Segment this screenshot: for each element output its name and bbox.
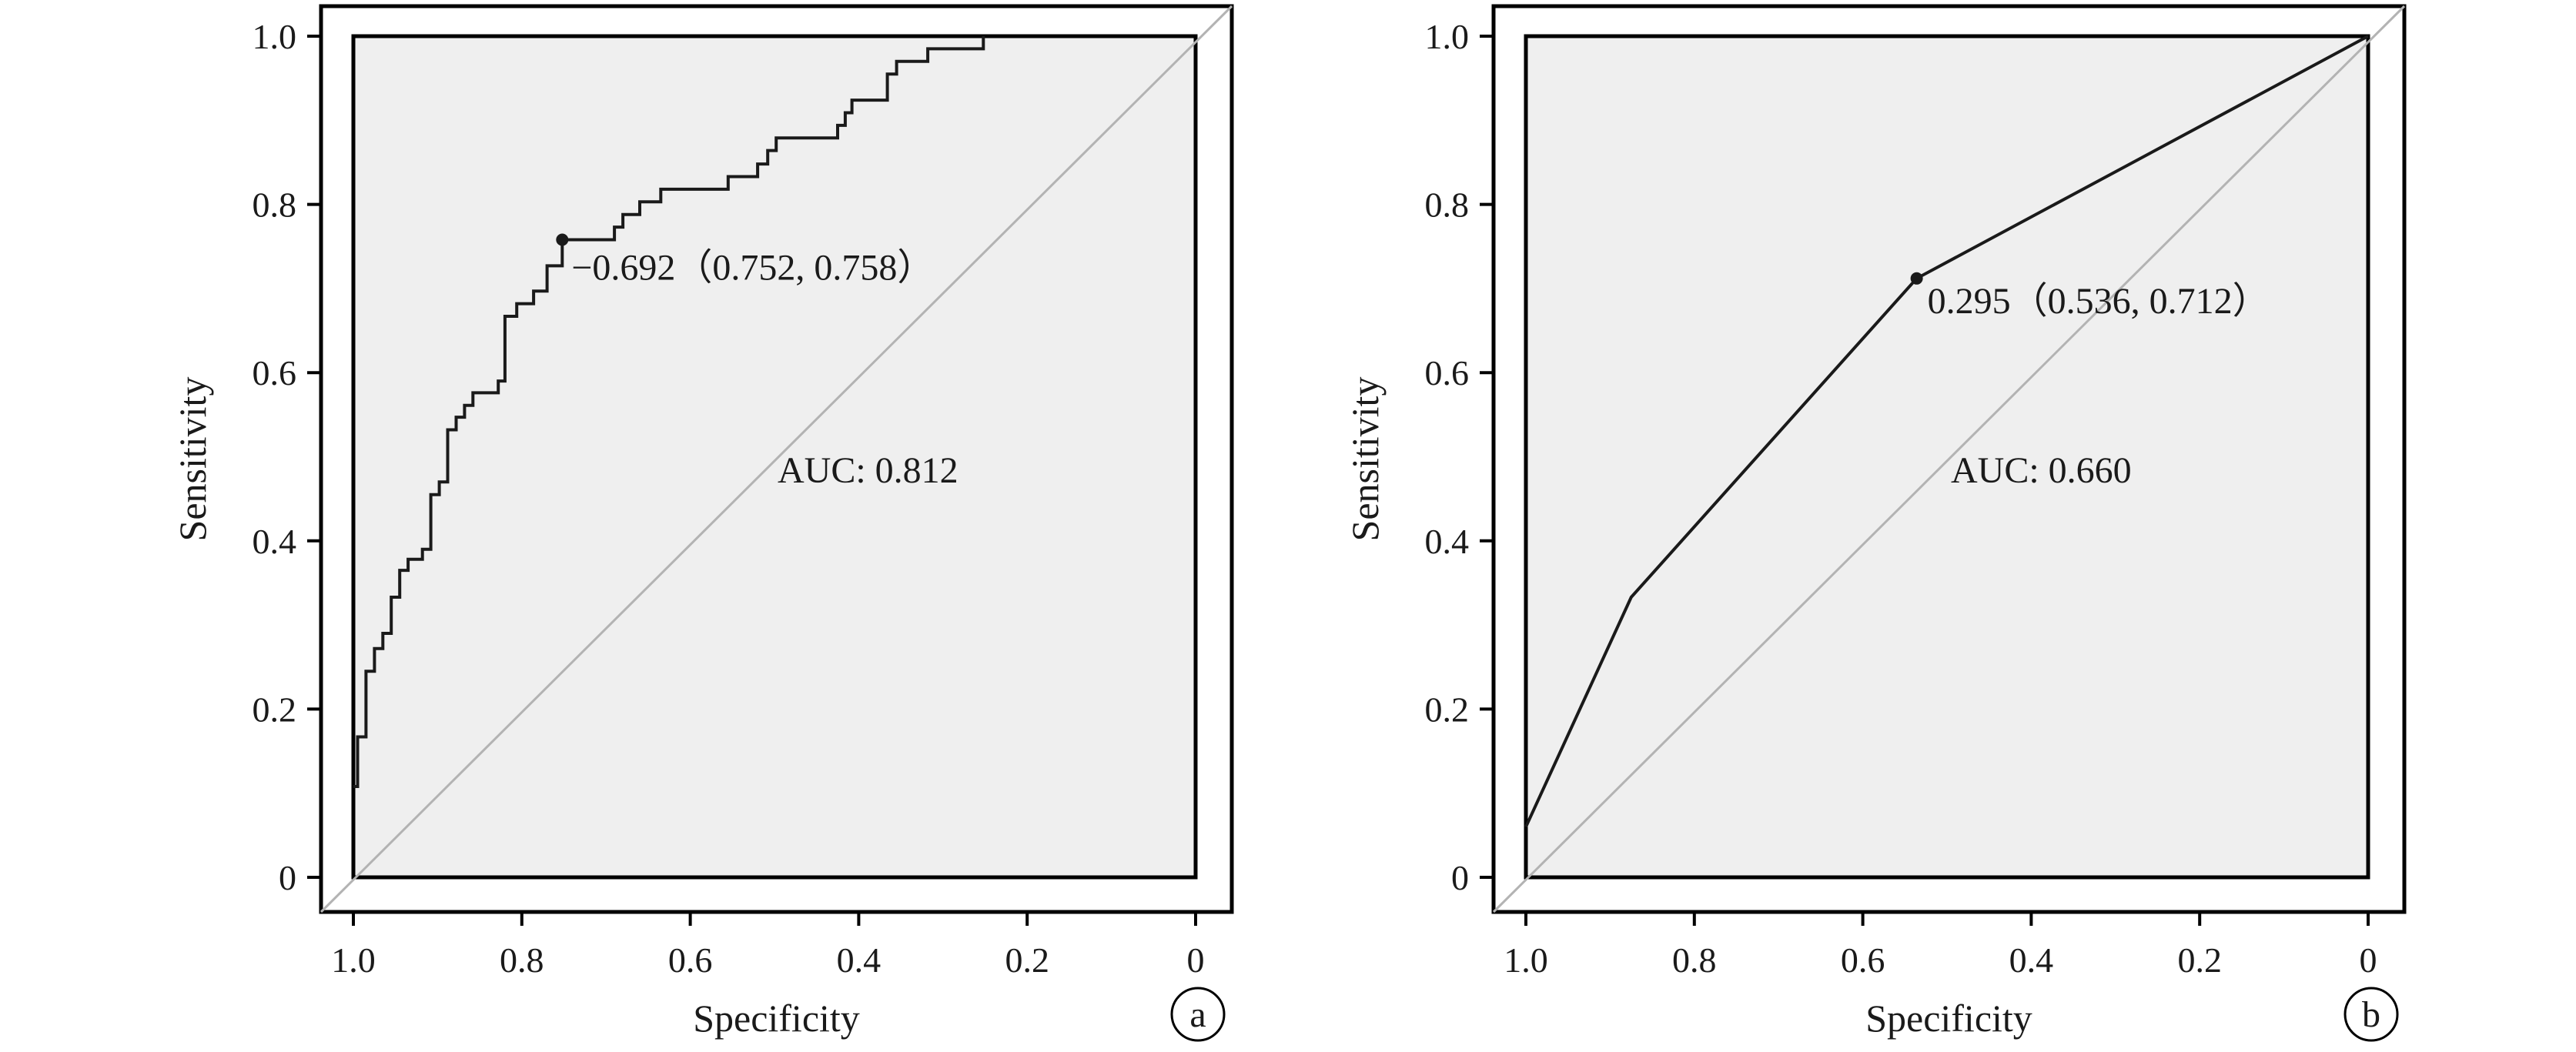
panel-letter: b [2362,994,2380,1035]
y-tick-label: 0 [279,858,296,897]
threshold-point [1910,272,1923,285]
roc-panel-a: 1.0 0.8 0.6 0.4 0.2 0 0 0.2 0.4 0.6 0.8 1.0 Specific… [171,4,1234,1042]
roc-curve [1524,35,2369,828]
x-tick-label: 0.2 [1005,940,1049,980]
threshold-annotation: −0.692（0.752, 0.758） [571,248,934,289]
x-tick-label: 0.6 [668,940,713,980]
threshold-point [556,233,569,246]
x-tick-label: 0.4 [2009,940,2054,980]
panel-letter-circle [2343,987,2399,1042]
x-axis-label: Specificity [693,997,860,1040]
x-tick-label: 0.6 [1841,940,1885,980]
x-tick-label: 0 [2360,940,2377,980]
y-tick-label: 0.8 [253,185,297,225]
x-tick-label: 0.8 [500,940,544,980]
x-tick-label: 1.0 [331,940,376,980]
y-tick-label: 1.0 [253,17,297,56]
y-tick-label: 0.6 [253,353,297,392]
panel-letter: a [1189,994,1206,1035]
reference-diagonal [1492,5,2406,913]
y-tick-label: 0.2 [253,690,297,729]
threshold-annotation: 0.295（0.536, 0.712） [1928,281,2270,322]
outer-frame [319,4,1234,914]
y-tick-label: 0.4 [253,522,297,561]
x-tick-label: 1.0 [1504,940,1548,980]
y-tick-label: 0.8 [1425,185,1470,225]
y-tick-label: 1.0 [1425,17,1470,56]
roc-curve [353,36,985,788]
y-axis-label: Sensitivity [171,377,214,542]
x-tick-label: 0.4 [837,940,882,980]
y-tick-label: 0.6 [1425,353,1470,392]
panel-letter-circle [1170,987,1226,1042]
outer-frame [1491,4,2407,914]
x-tick-label: 0.2 [2177,940,2222,980]
plot-area [1524,34,2370,880]
auc-label: AUC: 0.812 [778,450,958,491]
y-axis-label: Sensitivity [1343,377,1387,542]
y-tick-label: 0.2 [1425,690,1470,729]
x-axis-label: Specificity [1865,997,2032,1040]
x-tick-label: 0 [1187,940,1205,980]
x-tick-label: 0.8 [1672,940,1717,980]
reference-diagonal [319,5,1233,913]
roc-panel-b: 1.0 0.8 0.6 0.4 0.2 0 0 0.2 0.4 0.6 0.8 1.0 Specific… [1343,4,2407,1042]
auc-label: AUC: 0.660 [1951,450,2132,491]
y-tick-label: 0.4 [1425,522,1470,561]
y-tick-label: 0 [1451,858,1469,897]
plot-area [351,34,1198,880]
